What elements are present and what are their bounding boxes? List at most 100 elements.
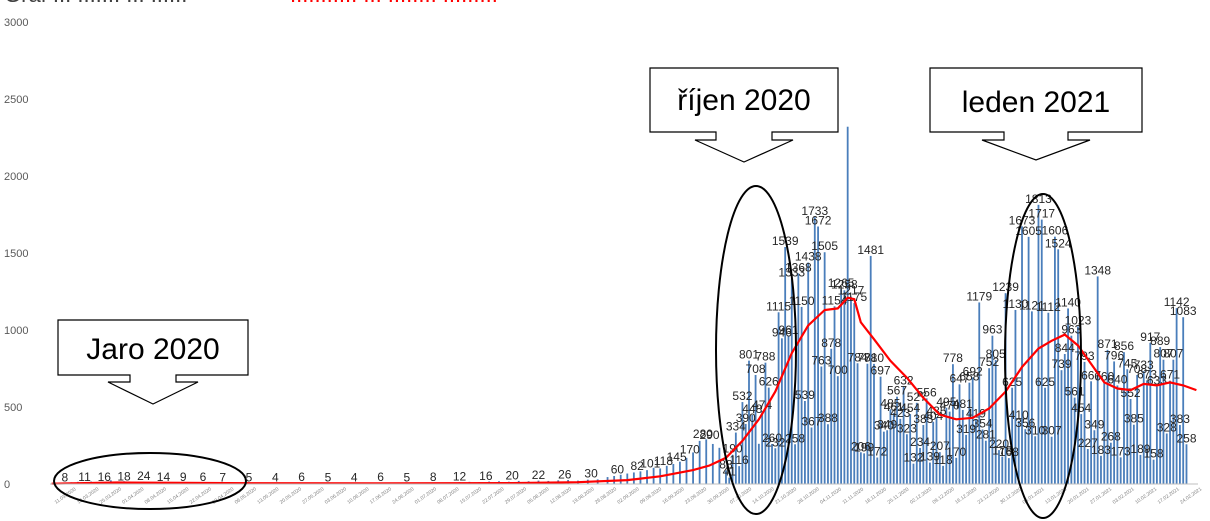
bar [879,376,882,484]
data-label: 1150 [789,294,815,308]
bar [896,396,898,484]
bar [692,452,694,484]
data-label: 1438 [795,250,822,264]
bar [705,439,708,484]
data-label: 692 [963,364,983,378]
bar [728,477,731,484]
bar [774,448,777,484]
data-label: 1239 [992,280,1019,294]
x-tick-label: 01.04.2020 [121,486,145,505]
bar [952,364,954,484]
data-label: 118 [934,453,953,467]
data-label: 878 [821,336,841,350]
bar [988,368,991,484]
bar [1083,361,1086,484]
data-label: 6 [200,470,207,484]
bar [823,252,826,484]
data-label: 1112 [1036,300,1061,314]
data-label: 660 [1094,369,1114,383]
callout-leden-label: leden 2021 [962,86,1110,119]
callout-jaro-label: Jaro 2020 [86,333,219,366]
data-label: 1130 [1003,297,1029,311]
data-label: 118 [654,454,673,468]
bar [827,424,829,484]
x-tick-label: 08.04.2020 [144,486,168,505]
data-label: 781 [857,351,877,365]
trend-line [51,296,1197,485]
bar [1080,414,1083,484]
bar [1146,380,1148,484]
bar [958,384,961,484]
data-label: 168 [999,445,1019,459]
bar [1057,249,1060,484]
x-tick-label: 24.02.2021 [1179,486,1203,505]
x-tick-label: 15.04.2020 [166,486,190,505]
data-label: 805 [986,347,1006,361]
data-label: 7 [219,470,226,484]
bar [744,423,747,484]
bar [718,447,721,484]
bar [1063,354,1066,484]
banner-left-text: Graf ... ....... ... ...... [4,0,187,7]
data-label: 495 [936,395,956,409]
bar [975,419,977,484]
data-label: 385 [1124,412,1144,426]
bar [767,387,770,484]
data-label: 22 [532,468,546,482]
x-tick-label: 09.09.2020 [639,486,663,505]
data-label: 481 [953,397,973,411]
x-tick-label: 26.08.2020 [594,486,618,505]
data-label: 9 [180,470,187,484]
data-label: 199 [854,440,874,454]
data-label: 780 [864,351,884,365]
data-label: 139 [920,450,940,464]
data-label: 673 [1137,367,1157,381]
bar [853,303,856,484]
data-label: 1505 [811,239,838,253]
data-label: 132 [903,451,923,465]
data-label: 319 [956,422,976,436]
data-label: 671 [1160,368,1180,382]
bar [1047,312,1050,484]
bar [938,452,941,484]
bar [1165,433,1168,484]
data-label: 807 [1153,347,1173,361]
bar [1149,342,1152,484]
data-label: 552 [1121,386,1141,400]
data-label: 8 [430,470,437,484]
data-label: 788 [755,350,775,364]
bar [761,411,764,484]
x-tick-label: 23.09.2020 [684,486,708,505]
bar [981,429,984,484]
rijen-ellipse [715,185,797,515]
x-tick-label: 16.09.2020 [661,486,685,505]
data-label: 625 [1035,375,1055,389]
data-label: 20 [505,469,519,483]
y-axis: 0 500 1000 1500 2000 2500 3000 [4,17,28,491]
bar [784,246,787,484]
bar [698,440,701,484]
data-label: 856 [1114,339,1134,353]
banner-right-text: ........... ... ........ ......... [290,0,498,7]
data-label: 340 [874,419,894,433]
data-label: 1672 [805,214,832,228]
data-label: 6 [377,470,384,484]
data-label: 290 [700,428,720,442]
bar [1113,361,1116,484]
bar [1017,420,1020,484]
bar [929,462,931,484]
x-tick-label: 06.05.2020 [234,486,258,505]
data-label: 640 [1107,372,1127,386]
x-tick-label: 03.02.2021 [1112,486,1136,505]
x-tick-label: 19.08.2020 [571,486,595,505]
bar [984,440,987,484]
bar [1162,359,1165,484]
data-label: 1605 [1015,224,1042,238]
data-label: 410 [1009,408,1029,422]
x-tick-label: 13.05.2020 [256,486,280,505]
bar [1182,317,1185,484]
callout-rijen: říjen 2020 [649,67,839,163]
data-label: 178 [992,444,1012,458]
data-label: 485 [880,396,900,410]
